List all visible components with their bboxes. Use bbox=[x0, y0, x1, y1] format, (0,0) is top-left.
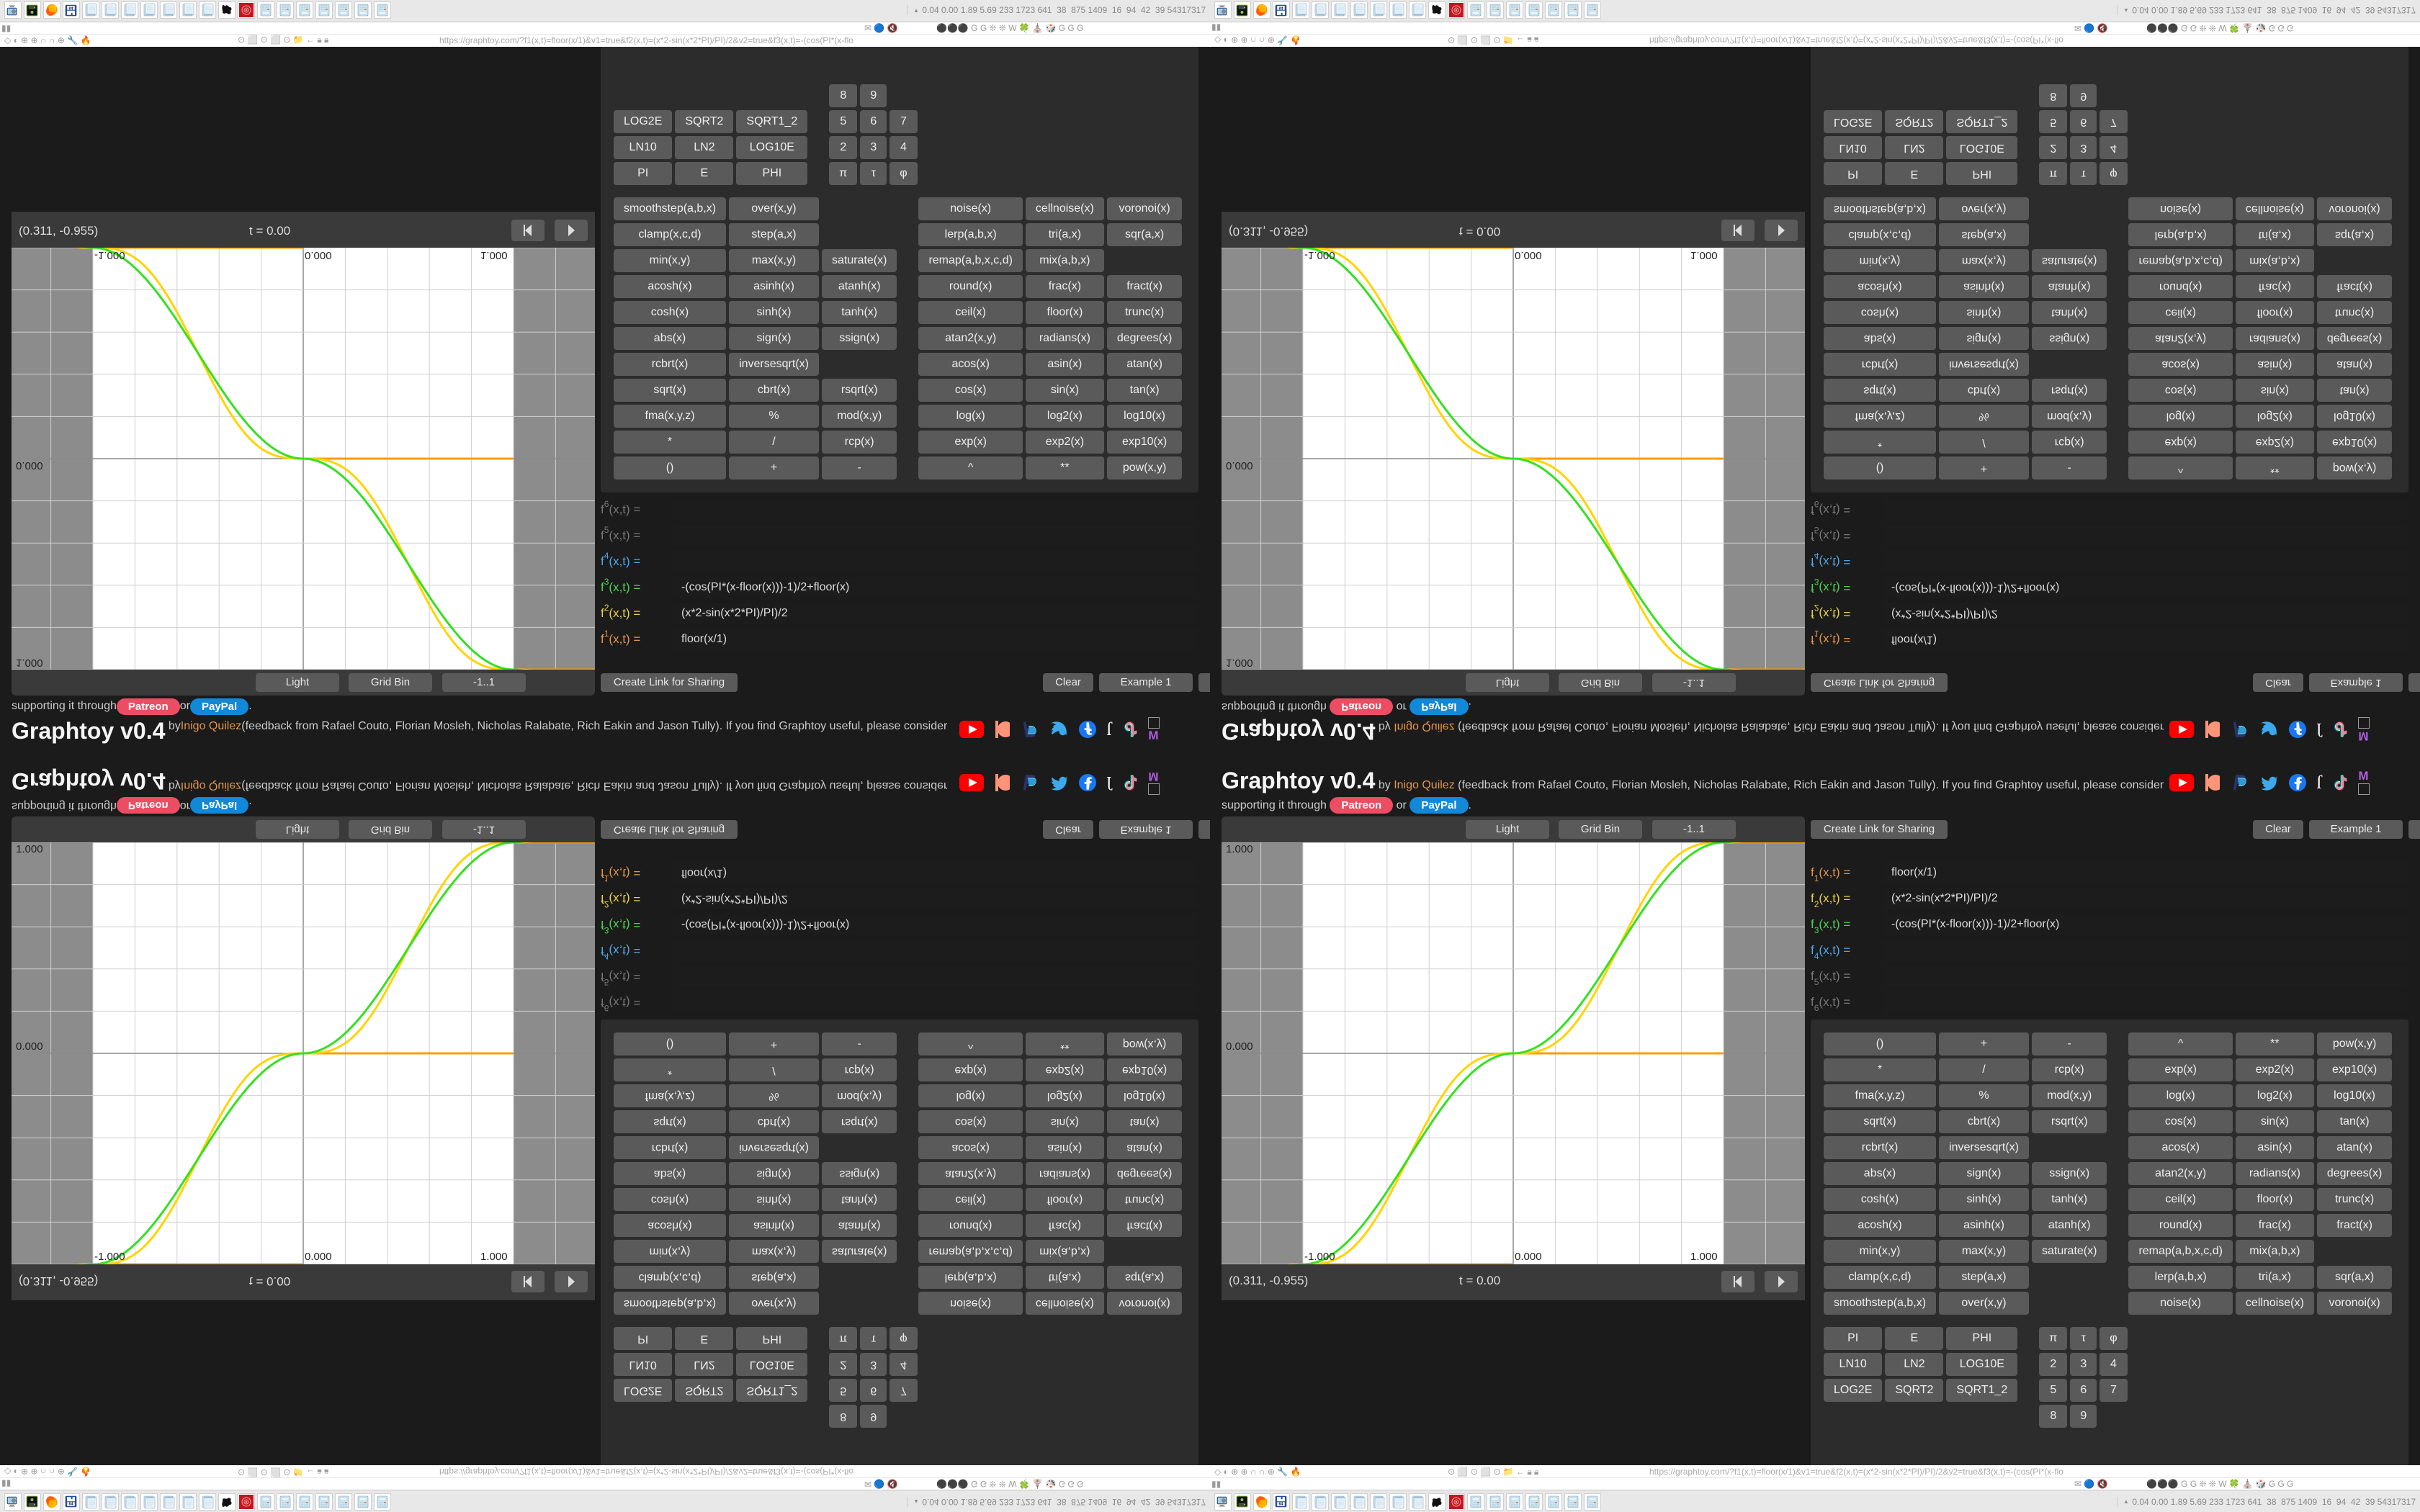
svg-text:0.000: 0.000 bbox=[305, 1251, 332, 1263]
svg-text:1.000: 1.000 bbox=[16, 843, 43, 855]
svg-text:-1.000: -1.000 bbox=[1304, 249, 1335, 261]
svg-text:64: 64 bbox=[69, 1502, 73, 1506]
svg-text:1.000: 1.000 bbox=[480, 1251, 508, 1263]
svg-text:64: 64 bbox=[1279, 6, 1283, 10]
svg-text:1.000: 1.000 bbox=[1226, 657, 1253, 669]
svg-text:0.000: 0.000 bbox=[16, 1040, 43, 1053]
svg-text:-1.000: -1.000 bbox=[94, 249, 125, 261]
svg-text:-1.000: -1.000 bbox=[1304, 1251, 1335, 1263]
svg-text:-1.000: -1.000 bbox=[94, 1251, 125, 1263]
svg-text:64: 64 bbox=[1279, 1502, 1283, 1506]
svg-text:0.000: 0.000 bbox=[16, 459, 43, 472]
svg-text:0.000: 0.000 bbox=[1515, 249, 1542, 261]
svg-text:1.000: 1.000 bbox=[16, 657, 43, 669]
svg-text:64: 64 bbox=[69, 6, 73, 10]
svg-text:1.000: 1.000 bbox=[1690, 249, 1718, 261]
svg-text:0.000: 0.000 bbox=[305, 249, 332, 261]
svg-text:1.000: 1.000 bbox=[480, 249, 508, 261]
svg-text:0.000: 0.000 bbox=[1226, 1040, 1253, 1053]
svg-text:1.000: 1.000 bbox=[1226, 843, 1253, 855]
svg-text:1.000: 1.000 bbox=[1690, 1251, 1718, 1263]
svg-text:0.000: 0.000 bbox=[1515, 1251, 1542, 1263]
svg-text:0.000: 0.000 bbox=[1226, 459, 1253, 472]
